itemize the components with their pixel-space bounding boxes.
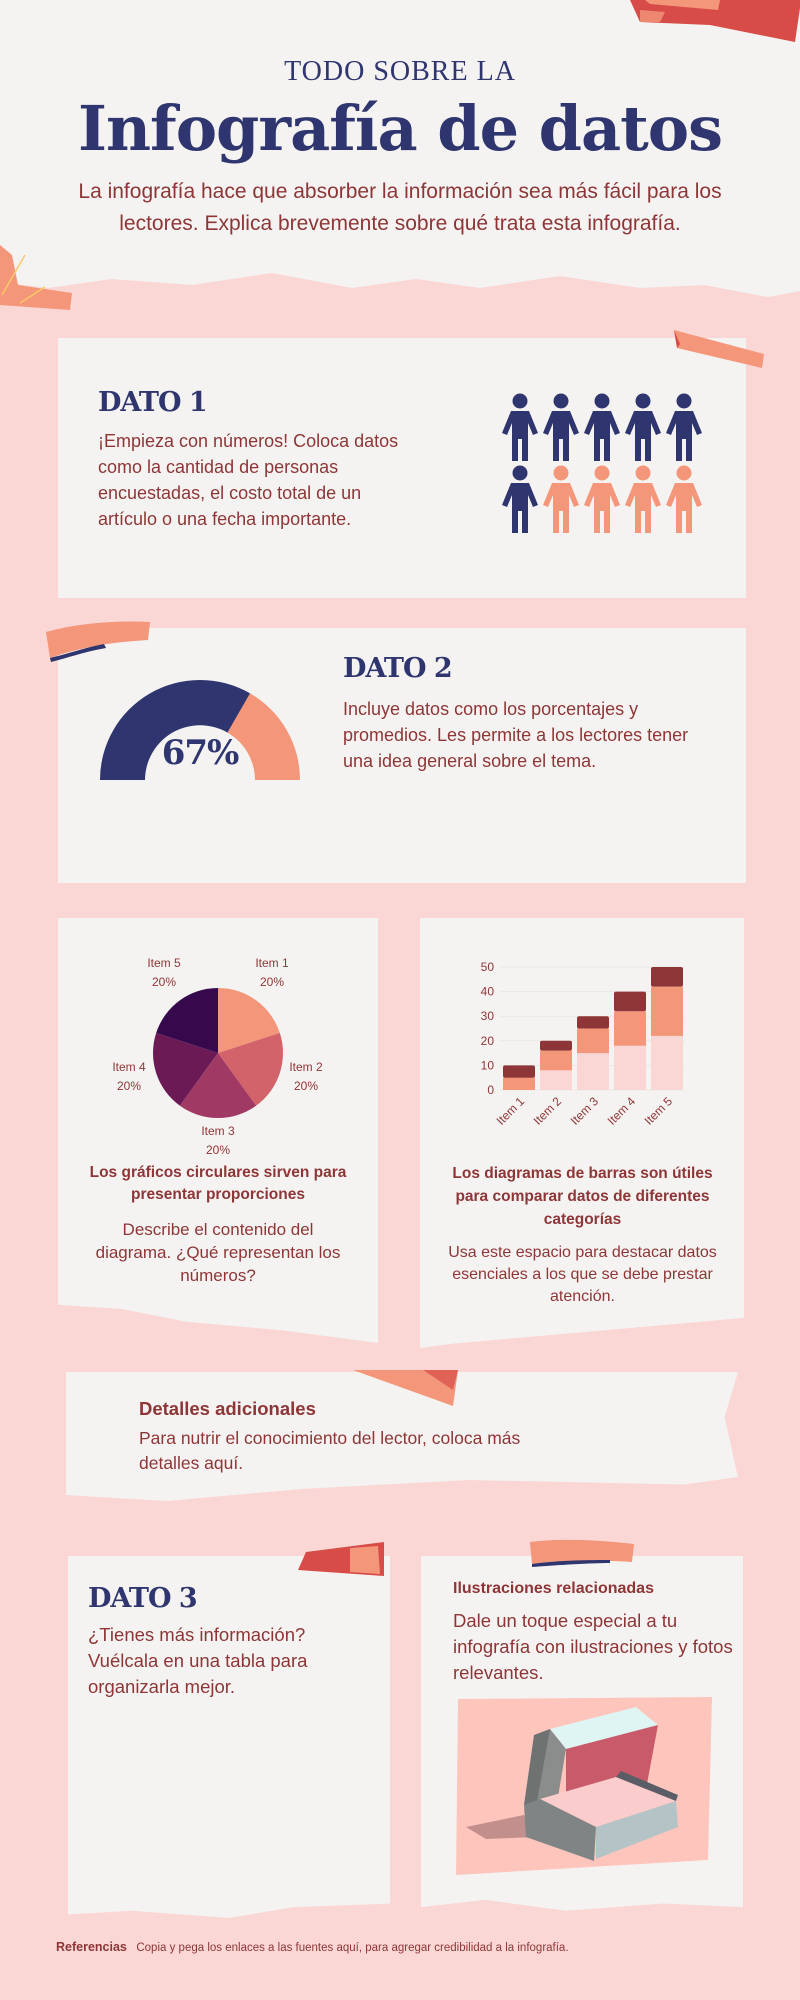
person-icon — [543, 393, 579, 461]
svg-text:20: 20 — [481, 1034, 495, 1048]
svg-text:40: 40 — [481, 985, 495, 999]
page-title: Infografía de datos — [77, 92, 723, 165]
person-icon — [502, 465, 538, 533]
dato3-text: ¿Tienes más información? Vuélcala en una… — [88, 1624, 308, 1697]
dato1-title: DATO 1 — [98, 387, 208, 418]
gauge-chart: 67% — [95, 675, 305, 785]
tape-decoration-icon — [353, 1370, 458, 1406]
person-icon — [666, 465, 702, 533]
tape-decoration-icon — [630, 0, 800, 42]
dato1-text: ¡Empieza con números! Coloca datos como … — [98, 431, 399, 529]
svg-text:50: 50 — [481, 960, 495, 974]
svg-text:10: 10 — [481, 1058, 495, 1072]
bar-chart: 0 10 20 30 40 50 Item 1 Item 2 Item 3 Item 4 Item … — [470, 955, 710, 1140]
references-text: Copia y pega los enlaces a las fuentes a… — [136, 1942, 569, 1954]
dato1-card — [58, 338, 746, 598]
tape-decoration-icon — [0, 245, 72, 310]
pie-chart — [100, 950, 340, 1160]
tape-decoration-icon — [530, 1539, 634, 1567]
bar-card-heading: Los diagramas de barras son útiles para … — [452, 1165, 713, 1228]
people-pictogram — [500, 393, 705, 538]
illustrations-text: Dale un toque especial a tu infografía c… — [453, 1610, 733, 1683]
pie-card-heading: Los gráficos circulares sirven para pres… — [89, 1164, 347, 1203]
tape-decoration-icon — [674, 330, 764, 368]
svg-text:Item 3: Item 3 — [568, 1094, 602, 1128]
person-icon — [625, 393, 661, 461]
person-icon — [584, 465, 620, 533]
person-icon — [666, 393, 702, 461]
tape-decoration-icon — [46, 621, 150, 662]
person-icon — [625, 465, 661, 533]
svg-text:Item 5: Item 5 — [642, 1094, 676, 1128]
header-kicker: TODO SOBRE LA — [284, 56, 516, 87]
svg-text:Item 4: Item 4 — [605, 1094, 639, 1128]
bar-card — [420, 918, 744, 1348]
dato2-title: DATO 2 — [343, 653, 453, 684]
pie-label-item5: Item 5 20% — [147, 956, 181, 989]
header-intro: La infografía hace que absorber la infor… — [78, 180, 722, 235]
gauge-value: 67% — [161, 733, 240, 773]
person-icon — [584, 393, 620, 461]
tape-decoration-icon — [298, 1542, 384, 1576]
svg-text:Item 1: Item 1 — [494, 1094, 528, 1128]
references-footer: Referencias Copia y pega los enlaces a l… — [56, 1940, 569, 1954]
details-text: Para nutrir el conocimiento del lector, … — [139, 1428, 521, 1473]
pie-label-item1: Item 1 20% — [255, 956, 289, 989]
pie-label-item3: Item 3 20% — [201, 1124, 235, 1157]
details-title: Detalles adicionales — [139, 1398, 316, 1419]
pie-label-item4: Item 4 20% — [112, 1060, 146, 1093]
dato2-card — [58, 628, 746, 883]
header-section — [0, 0, 800, 297]
dato3-title: DATO 3 — [88, 1583, 198, 1614]
pie-label-item2: Item 2 20% — [289, 1060, 323, 1093]
details-card — [66, 1372, 738, 1501]
pie-card-text: Describe el contenido del diagrama. ¿Qué… — [95, 1220, 341, 1285]
box-illustration — [456, 1697, 714, 1875]
bar-card-text: Usa este espacio para destacar datos ese… — [448, 1244, 717, 1305]
dato3-card — [68, 1556, 390, 1918]
illustrations-title: Ilustraciones relacionadas — [453, 1580, 654, 1597]
person-icon — [502, 393, 538, 461]
dato2-text: Incluye datos como los porcentajes y pro… — [343, 699, 689, 771]
references-label: Referencias — [56, 1940, 127, 1954]
svg-text:0: 0 — [487, 1083, 494, 1097]
svg-text:Item 2: Item 2 — [531, 1094, 565, 1128]
person-icon — [543, 465, 579, 533]
svg-text:30: 30 — [481, 1009, 495, 1023]
